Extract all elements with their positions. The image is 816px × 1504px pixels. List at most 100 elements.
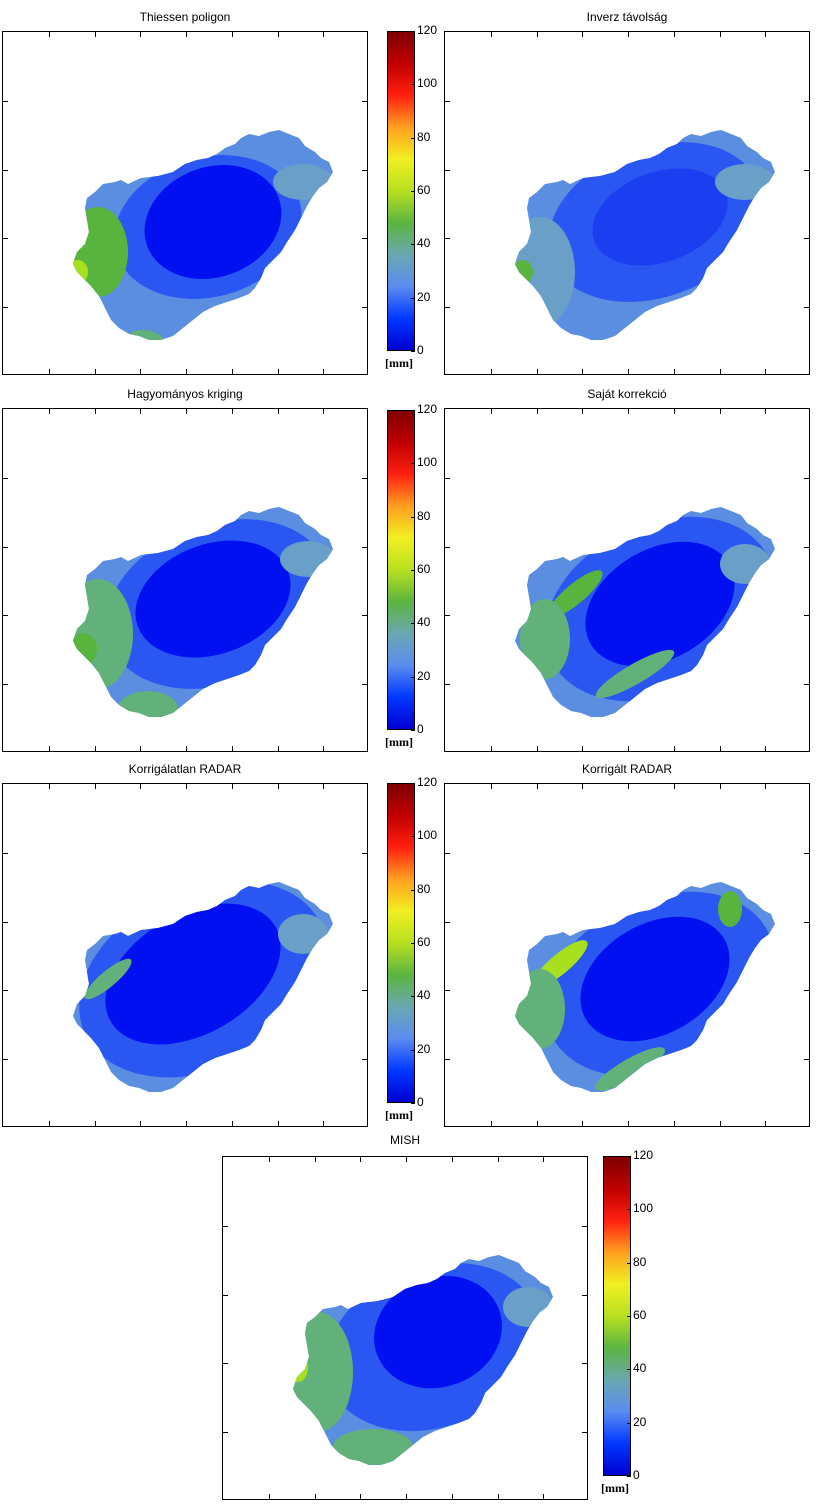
x-tick (323, 32, 324, 37)
y-tick (804, 990, 809, 991)
y-tick (3, 238, 8, 239)
y-tick (223, 1226, 228, 1227)
x-tick (269, 1494, 270, 1499)
y-tick (582, 1363, 587, 1364)
panel-title: Hagyományos kriging (127, 387, 243, 401)
colorbar-tick (627, 1476, 631, 1477)
y-tick (445, 547, 450, 548)
x-tick (628, 32, 629, 37)
x-tick (95, 32, 96, 37)
x-tick (543, 1494, 544, 1499)
x-tick (232, 369, 233, 374)
panel-title: Saját korrekció (587, 387, 667, 401)
colorbar-tick-label: 0 (417, 722, 424, 736)
colorbar-tick-label: 120 (633, 1148, 654, 1162)
x-tick (674, 32, 675, 37)
colorbar-tick-label: 120 (417, 23, 438, 37)
x-tick (232, 784, 233, 789)
x-tick (537, 746, 538, 751)
y-tick (804, 101, 809, 102)
hungary-map (73, 507, 333, 717)
y-tick (804, 170, 809, 171)
y-tick (223, 1295, 228, 1296)
colorbar-tick-label: 80 (417, 508, 431, 523)
map-panel (444, 783, 810, 1127)
x-tick (674, 746, 675, 751)
colorbar-tick-label: 80 (633, 1254, 647, 1269)
colorbar-tick-label: 40 (417, 988, 431, 1003)
y-tick (582, 1295, 587, 1296)
colorbar-tick (411, 410, 415, 411)
y-tick (3, 1059, 8, 1060)
colorbar-tick-label: 40 (633, 1361, 647, 1376)
x-tick (537, 784, 538, 789)
x-tick (186, 409, 187, 414)
colorbar-tick (411, 84, 415, 85)
x-tick (720, 746, 721, 751)
y-tick (362, 990, 367, 991)
y-tick (223, 1432, 228, 1433)
x-tick (582, 1121, 583, 1126)
x-tick (537, 1121, 538, 1126)
y-tick (445, 478, 450, 479)
x-tick (323, 369, 324, 374)
map-panel (444, 31, 810, 375)
colorbar-tick-label: 20 (417, 1041, 431, 1056)
x-tick (537, 32, 538, 37)
y-tick (804, 1059, 809, 1060)
colorbar (387, 31, 415, 351)
x-tick (582, 369, 583, 374)
colorbar-unit-label: [mm] (385, 1108, 413, 1122)
x-tick (278, 746, 279, 751)
x-tick (278, 1121, 279, 1126)
x-tick (491, 784, 492, 789)
colorbar-tick (411, 191, 415, 192)
hungary-map (73, 882, 333, 1092)
x-tick (140, 1121, 141, 1126)
y-tick (362, 684, 367, 685)
x-tick (674, 369, 675, 374)
colorbar-tick (411, 351, 415, 352)
y-tick (223, 1363, 228, 1364)
colorbar-tick (411, 1103, 415, 1104)
colorbar-tick (411, 517, 415, 518)
colorbar-tick-label: 80 (417, 881, 431, 896)
x-tick (140, 369, 141, 374)
colorbar-tick (411, 463, 415, 464)
map-panel (222, 1156, 588, 1500)
y-tick (582, 1432, 587, 1433)
y-tick (804, 853, 809, 854)
y-tick (362, 922, 367, 923)
colorbar-tick-label: 100 (417, 828, 438, 843)
x-tick (186, 746, 187, 751)
map-panel (2, 31, 368, 375)
x-tick (765, 32, 766, 37)
y-tick (445, 101, 450, 102)
colorbar-tick (411, 31, 415, 32)
x-tick (674, 409, 675, 414)
colorbar-unit-label: [mm] (601, 1481, 629, 1495)
x-tick (360, 1494, 361, 1499)
x-tick (537, 369, 538, 374)
x-tick (720, 369, 721, 374)
x-tick (582, 746, 583, 751)
colorbar-tick (411, 1050, 415, 1051)
x-tick (491, 32, 492, 37)
colorbar-tick (411, 138, 415, 139)
hungary-map (73, 130, 333, 340)
hungary-map (515, 882, 775, 1092)
hungary-map (515, 507, 775, 717)
y-tick (362, 853, 367, 854)
panel-title: Thiessen poligon (139, 10, 231, 24)
panel-title: MISH (390, 1133, 420, 1147)
colorbar-tick-label: 60 (417, 935, 431, 949)
colorbar-tick (627, 1423, 631, 1424)
colorbar-tick (627, 1369, 631, 1370)
x-tick (323, 1121, 324, 1126)
x-tick (491, 746, 492, 751)
colorbar-tick (411, 677, 415, 678)
colorbar-tick (411, 783, 415, 784)
panel-title: Inverz távolság (586, 10, 668, 24)
colorbar-tick-label: 100 (417, 76, 438, 91)
colorbar-tick-label: 20 (417, 668, 431, 683)
